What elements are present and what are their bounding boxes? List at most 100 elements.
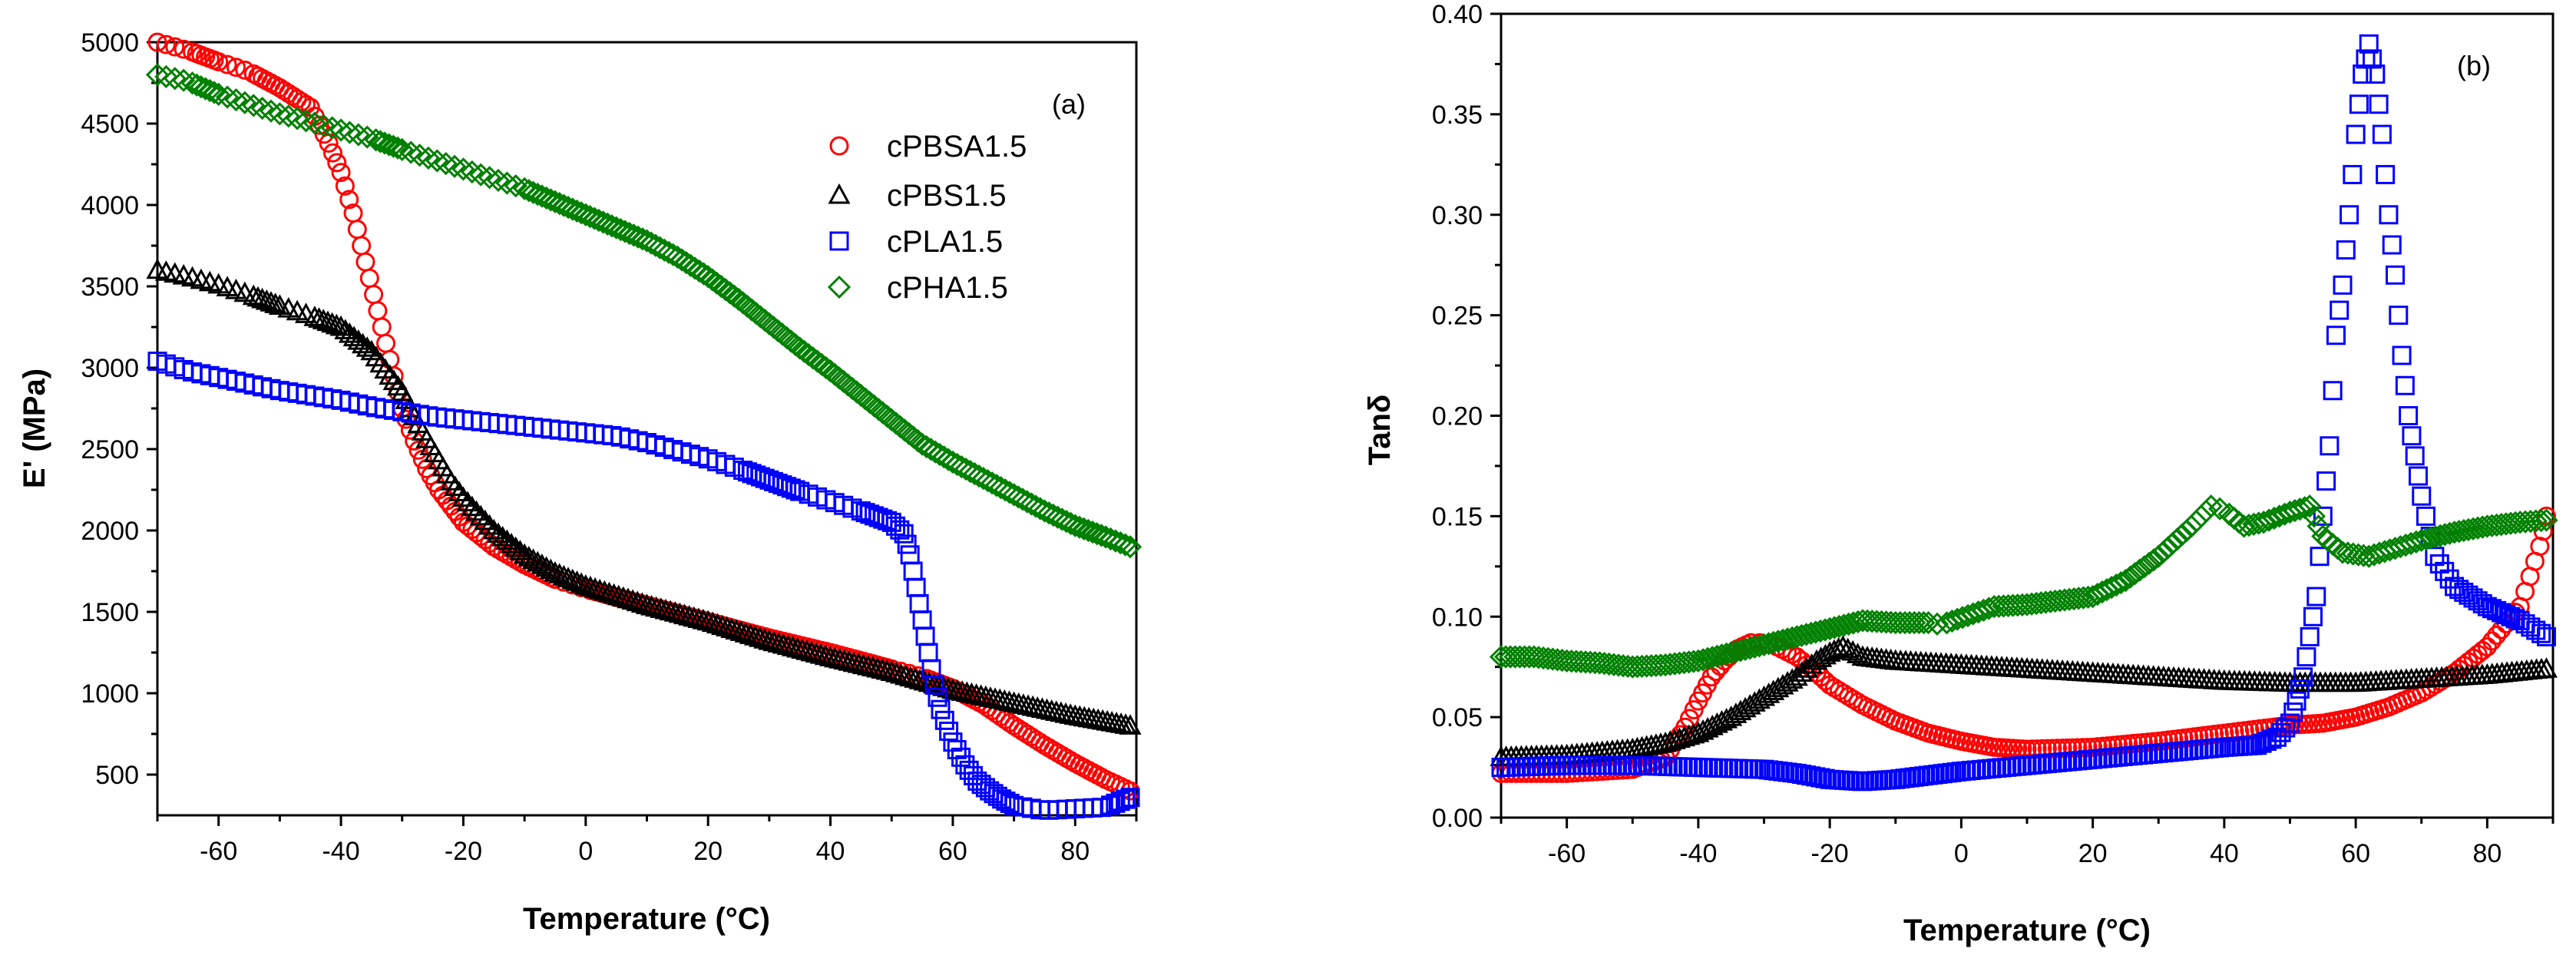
data-point-cPHA1.5: [1541, 647, 1565, 671]
data-point-cPLA1.5: [2287, 691, 2306, 711]
data-point-cPBS1.5: [456, 491, 479, 512]
data-point-cPHA1.5: [2306, 514, 2330, 538]
data-point-cPBS1.5: [743, 625, 767, 646]
data-point-cPLA1.5: [2379, 205, 2399, 225]
data-point-cPBS1.5: [1841, 639, 1864, 661]
data-point-cPHA1.5: [1728, 639, 1753, 663]
data-point-cPBS1.5: [626, 590, 649, 612]
data-point-cPHA1.5: [1546, 648, 1569, 672]
series-a: [145, 32, 1143, 820]
data-point-cPBSA1.5: [1829, 681, 1849, 701]
data-point-cPHA1.5: [1785, 625, 1809, 649]
data-point-cPLA1.5: [2280, 713, 2300, 733]
data-point-cPBSA1.5: [339, 190, 359, 210]
data-point-cPLA1.5: [2353, 64, 2373, 84]
data-point-cPBS1.5: [451, 486, 475, 507]
data-point-cPBS1.5: [654, 598, 677, 620]
data-point-cPLA1.5: [2349, 94, 2369, 114]
data-point-cPBS1.5: [325, 313, 348, 335]
data-point-cPHA1.5: [1832, 613, 1856, 637]
data-point-cPHA1.5: [320, 116, 344, 140]
data-point-cPHA1.5: [1860, 610, 1884, 633]
data-point-cPLA1.5: [924, 675, 944, 695]
data-point-cPBS1.5: [1673, 725, 1696, 747]
data-point-cPBS1.5: [513, 543, 536, 564]
data-point-cPBS1.5: [908, 669, 931, 689]
data-point-cPBSA1.5: [2482, 631, 2502, 651]
data-point-cPBSA1.5: [2048, 739, 2068, 758]
data-point-cPBS1.5: [1781, 668, 1804, 689]
data-point-cPBS1.5: [678, 605, 701, 626]
data-point-cPBS1.5: [663, 601, 686, 622]
data-point-cPLA1.5: [2526, 620, 2546, 640]
data-point-cPBS1.5: [880, 660, 903, 681]
data-point-cPHA1.5: [1611, 654, 1635, 678]
data-point-cPLA1.5: [2252, 733, 2272, 753]
data-point-cPHA1.5: [478, 166, 501, 190]
data-point-cPBS1.5: [518, 545, 541, 567]
data-point-cPLA1.5: [931, 699, 951, 719]
data-point-cPHA1.5: [294, 109, 318, 133]
data-point-cPBS1.5: [561, 568, 584, 590]
data-point-cPBS1.5: [889, 663, 913, 684]
legend-marker-cpbsa: [829, 136, 849, 156]
data-point-cPBS1.5: [734, 622, 757, 643]
data-point-cPHA1.5: [2257, 508, 2281, 532]
data-point-cPBS1.5: [548, 563, 571, 584]
data-point-cPHA1.5: [2456, 517, 2481, 542]
data-point-cPBS1.5: [495, 529, 518, 550]
data-point-cPHA1.5: [1757, 632, 1781, 656]
data-point-cPHA1.5: [2409, 528, 2433, 552]
data-point-cPLA1.5: [1116, 789, 1136, 809]
data-point-cPBS1.5: [329, 315, 352, 336]
data-point-cPLA1.5: [2343, 164, 2363, 184]
data-point-cPHA1.5: [1602, 653, 1625, 676]
data-point-cPBS1.5: [1668, 727, 1691, 749]
data-point-cPLA1.5: [2392, 345, 2412, 365]
data-point-cPLA1.5: [2412, 486, 2432, 506]
legend-marker-cpbs: [828, 183, 851, 204]
data-point-cPLA1.5: [897, 534, 917, 554]
data-point-cPHA1.5: [486, 168, 511, 193]
data-point-cPBS1.5: [711, 614, 734, 636]
data-point-cPBS1.5: [786, 636, 809, 658]
data-point-cPBSA1.5: [2037, 739, 2057, 758]
y-ticks-a: 500 1000 1500 2000 2500 3000 3500 4000 4500 5000: [81, 28, 157, 790]
data-point-cPBSA1.5: [2412, 683, 2432, 703]
panel-label-b: (b): [2457, 50, 2491, 81]
y-tick-label: 3000: [81, 354, 139, 383]
data-point-cPHA1.5: [1781, 626, 1804, 650]
data-point-cPHA1.5: [1583, 650, 1607, 675]
data-point-cPLA1.5: [785, 480, 805, 500]
data-point-cPBSA1.5: [1834, 683, 1853, 703]
data-point-cPBS1.5: [469, 504, 492, 526]
data-point-cPLA1.5: [1101, 795, 1121, 815]
data-point-cPHA1.5: [202, 81, 227, 104]
data-point-cPBSA1.5: [2487, 626, 2507, 646]
data-point-cPHA1.5: [2529, 509, 2553, 533]
data-point-cPLA1.5: [2402, 426, 2422, 446]
data-point-cPBSA1.5: [2042, 739, 2062, 758]
data-point-cPHA1.5: [259, 99, 283, 123]
data-point-cPHA1.5: [1850, 609, 1875, 633]
data-point-cPBS1.5: [814, 644, 837, 666]
data-point-cPBS1.5: [504, 536, 527, 557]
y-axis-title-b: Tanδ: [1363, 395, 1397, 465]
data-point-cPBS1.5: [706, 613, 729, 634]
data-point-cPHA1.5: [1855, 609, 1880, 633]
legend-label-cpla: cPLA1.5: [887, 225, 1003, 259]
data-point-cPLA1.5: [2293, 667, 2313, 687]
data-point-cPLA1.5: [2320, 436, 2340, 456]
data-point-cPHA1.5: [1597, 652, 1621, 676]
data-point-cPBSA1.5: [2072, 738, 2092, 758]
x-tick-label: -60: [200, 837, 237, 866]
data-point-cPHA1.5: [1564, 649, 1588, 673]
data-point-cPHA1.5: [2165, 527, 2189, 551]
data-point-cPHA1.5: [1113, 533, 1137, 557]
data-point-cPHA1.5: [1790, 623, 1814, 648]
data-point-cPLA1.5: [2323, 381, 2343, 401]
data-point-cPHA1.5: [1719, 641, 1743, 665]
data-point-cPHA1.5: [145, 63, 170, 87]
data-point-cPHA1.5: [2156, 536, 2180, 560]
data-point-cPBSA1.5: [322, 143, 342, 163]
